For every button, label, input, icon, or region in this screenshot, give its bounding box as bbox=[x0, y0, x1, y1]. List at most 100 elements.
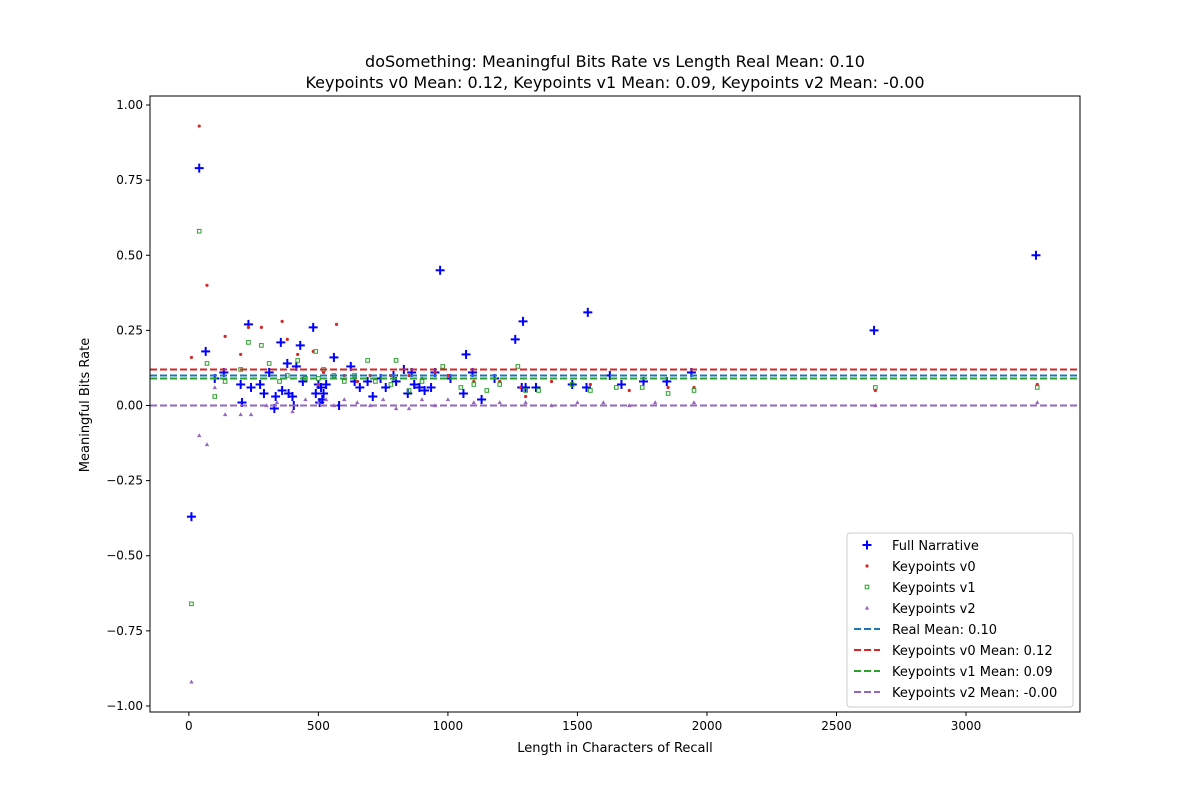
data-point bbox=[582, 382, 592, 392]
data-point bbox=[316, 400, 321, 405]
data-point bbox=[277, 385, 287, 395]
chart-title-line1: doSomething: Meaningful Bits Rate vs Len… bbox=[365, 52, 865, 71]
data-point bbox=[323, 397, 329, 402]
data-point bbox=[212, 385, 217, 390]
data-point bbox=[194, 163, 204, 173]
data-point bbox=[259, 325, 263, 329]
data-point bbox=[246, 325, 251, 329]
data-point bbox=[381, 382, 391, 392]
data-point bbox=[285, 337, 289, 341]
legend-label: Keypoints v1 Mean: 0.09 bbox=[892, 665, 1053, 680]
data-point bbox=[365, 358, 370, 363]
data-point bbox=[652, 400, 658, 405]
data-point bbox=[246, 340, 251, 345]
data-point bbox=[518, 385, 523, 390]
data-point bbox=[440, 364, 446, 369]
axes-frame bbox=[149, 95, 1081, 713]
y-axis-label: Meaningful Bits Rate bbox=[78, 338, 93, 472]
data-point bbox=[549, 379, 554, 384]
data-point bbox=[388, 382, 394, 387]
data-point bbox=[363, 376, 373, 386]
data-point bbox=[201, 346, 211, 356]
data-point bbox=[414, 382, 424, 392]
data-point bbox=[1035, 400, 1040, 405]
data-point bbox=[510, 334, 520, 344]
data-point bbox=[665, 391, 671, 396]
data-point bbox=[205, 283, 209, 287]
y-tick-label: −1.00 bbox=[106, 699, 143, 713]
data-point bbox=[1031, 250, 1041, 260]
data-point bbox=[355, 400, 360, 405]
data-point bbox=[355, 382, 365, 392]
data-point bbox=[276, 337, 286, 347]
y-tick-label: 0.75 bbox=[116, 173, 143, 187]
data-point bbox=[239, 352, 243, 357]
data-point bbox=[368, 391, 378, 401]
legend-box bbox=[846, 532, 1074, 708]
data-point bbox=[497, 400, 502, 405]
data-point bbox=[342, 397, 347, 402]
x-tick-label: 1500 bbox=[562, 719, 593, 733]
data-point bbox=[616, 379, 626, 389]
data-point bbox=[1034, 385, 1040, 390]
data-point bbox=[223, 334, 227, 338]
data-point bbox=[264, 367, 274, 377]
data-point bbox=[515, 364, 521, 369]
data-point bbox=[321, 379, 331, 389]
data-point bbox=[222, 412, 228, 417]
data-point bbox=[316, 382, 320, 387]
data-point bbox=[471, 400, 477, 405]
legend-label: Keypoints v0 Mean: 0.12 bbox=[892, 644, 1053, 659]
data-point bbox=[419, 397, 425, 402]
data-point bbox=[691, 400, 697, 405]
x-tick-label: 2500 bbox=[821, 719, 852, 733]
data-point bbox=[355, 379, 359, 384]
data-point bbox=[189, 355, 194, 360]
data-point bbox=[869, 325, 879, 335]
x-axis-label: Length in Characters of Recall bbox=[517, 741, 713, 756]
data-point bbox=[458, 388, 468, 398]
legend-label: Keypoints v0 bbox=[892, 560, 976, 575]
x-tick-label: 500 bbox=[307, 719, 330, 733]
data-point bbox=[583, 307, 593, 317]
legend-label: Full Narrative bbox=[892, 539, 979, 554]
data-point bbox=[236, 379, 246, 389]
data-point bbox=[319, 388, 329, 398]
data-point bbox=[627, 388, 631, 393]
data-point bbox=[433, 370, 437, 375]
y-tick-label: 0.50 bbox=[116, 248, 143, 262]
y-tick-label: −0.50 bbox=[106, 549, 143, 563]
data-point bbox=[445, 397, 451, 402]
data-point bbox=[248, 412, 254, 417]
data-point bbox=[873, 385, 878, 390]
legend-label: Keypoints v2 Mean: -0.00 bbox=[892, 686, 1057, 701]
legend-marker bbox=[862, 540, 872, 550]
data-point bbox=[406, 388, 412, 393]
x-tick-label: 0 bbox=[185, 719, 193, 733]
data-point bbox=[403, 388, 413, 398]
data-point bbox=[536, 388, 541, 393]
data-point bbox=[311, 388, 321, 398]
legend-marker bbox=[864, 605, 870, 610]
data-point bbox=[189, 679, 194, 684]
data-point bbox=[212, 394, 218, 399]
data-point bbox=[222, 379, 228, 384]
legend-marker bbox=[865, 564, 869, 568]
data-point bbox=[531, 382, 541, 392]
data-point bbox=[238, 412, 243, 417]
data-point bbox=[296, 352, 300, 357]
data-point bbox=[274, 400, 280, 405]
data-point bbox=[313, 349, 319, 354]
data-point bbox=[639, 385, 645, 390]
y-tick-label: 0.25 bbox=[116, 323, 143, 337]
x-tick-label: 1000 bbox=[433, 719, 464, 733]
data-point bbox=[569, 382, 575, 387]
data-point bbox=[477, 394, 487, 404]
data-point bbox=[341, 379, 347, 384]
data-point bbox=[409, 379, 419, 389]
data-point bbox=[287, 391, 297, 401]
legend-label: Real Mean: 0.10 bbox=[892, 623, 997, 638]
data-point bbox=[518, 316, 528, 326]
data-point bbox=[484, 388, 490, 393]
data-point bbox=[186, 512, 196, 522]
